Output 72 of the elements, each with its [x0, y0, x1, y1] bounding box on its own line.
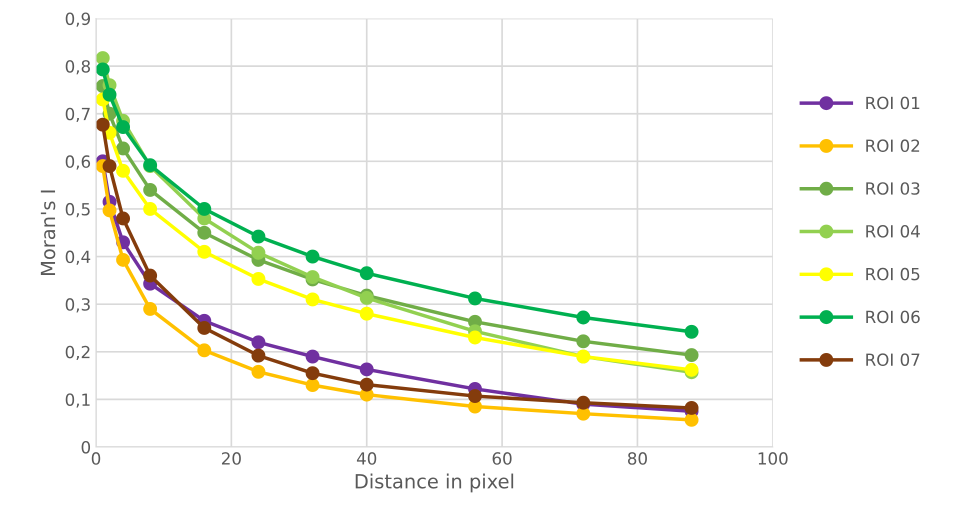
point — [251, 335, 266, 350]
point — [197, 226, 212, 240]
point — [306, 250, 320, 264]
point — [360, 291, 374, 305]
point — [96, 62, 110, 76]
point — [576, 310, 590, 324]
point — [251, 364, 266, 379]
y-tick-label: 0,6 — [66, 155, 90, 170]
point — [468, 389, 482, 404]
point — [116, 142, 130, 156]
y-tick-label: 0,1 — [66, 393, 90, 408]
legend-label: ROI 03 — [866, 182, 920, 195]
point — [251, 246, 266, 260]
point — [251, 348, 266, 363]
point — [468, 292, 482, 306]
point — [143, 268, 158, 283]
y-tick-label: 0,4 — [66, 250, 90, 265]
point — [306, 378, 320, 392]
point — [306, 366, 320, 380]
point — [143, 202, 158, 216]
y-tick-label: 0,7 — [66, 108, 90, 122]
legend-label: ROI 01 — [866, 96, 920, 110]
y-tick-label: 0,5 — [66, 202, 90, 218]
point — [96, 118, 110, 132]
x-tick-label: 60 — [492, 452, 512, 465]
legend-label: ROI 04 — [866, 224, 920, 238]
legend-label: ROI 06 — [866, 310, 920, 324]
point — [197, 202, 212, 216]
point — [96, 51, 110, 65]
point — [684, 412, 699, 427]
point — [102, 88, 116, 102]
point — [306, 270, 320, 284]
legend-label: ROI 05 — [866, 268, 920, 280]
x-tick-label: 0 — [92, 452, 100, 465]
y-tick-label: 0,2 — [66, 346, 90, 360]
y-tick-label: 0 — [82, 440, 90, 454]
point — [197, 343, 212, 358]
legend-label: ROI 02 — [866, 139, 920, 152]
point — [360, 306, 374, 321]
point — [251, 230, 266, 244]
y-axis-title: Moran's I — [40, 190, 56, 275]
point — [360, 362, 374, 376]
point — [143, 182, 158, 197]
x-tick-label: 100 — [758, 452, 788, 465]
point — [116, 252, 130, 267]
point — [116, 164, 130, 178]
point — [306, 350, 320, 364]
x-tick-label: 40 — [356, 452, 376, 465]
point — [197, 244, 212, 259]
y-tick-label: 0,9 — [66, 12, 90, 27]
point — [143, 302, 158, 316]
point — [102, 203, 116, 218]
point — [306, 292, 320, 306]
point — [576, 334, 590, 348]
x-tick-label: 20 — [222, 452, 241, 465]
point — [684, 362, 699, 377]
y-tick-label: 0,3 — [66, 298, 90, 312]
point — [102, 159, 116, 174]
point — [360, 266, 374, 280]
point — [116, 120, 130, 134]
point — [251, 272, 266, 286]
x-tick-label: 80 — [628, 452, 647, 465]
legend-label: ROI 07 — [866, 353, 920, 366]
x-axis-title: Distance in pixel — [356, 474, 514, 492]
point — [684, 348, 699, 362]
point — [684, 324, 699, 339]
point — [684, 401, 699, 415]
point — [360, 378, 374, 392]
y-tick-label: 0,8 — [66, 60, 90, 74]
point — [468, 330, 482, 344]
point — [197, 321, 212, 335]
point — [116, 212, 130, 226]
